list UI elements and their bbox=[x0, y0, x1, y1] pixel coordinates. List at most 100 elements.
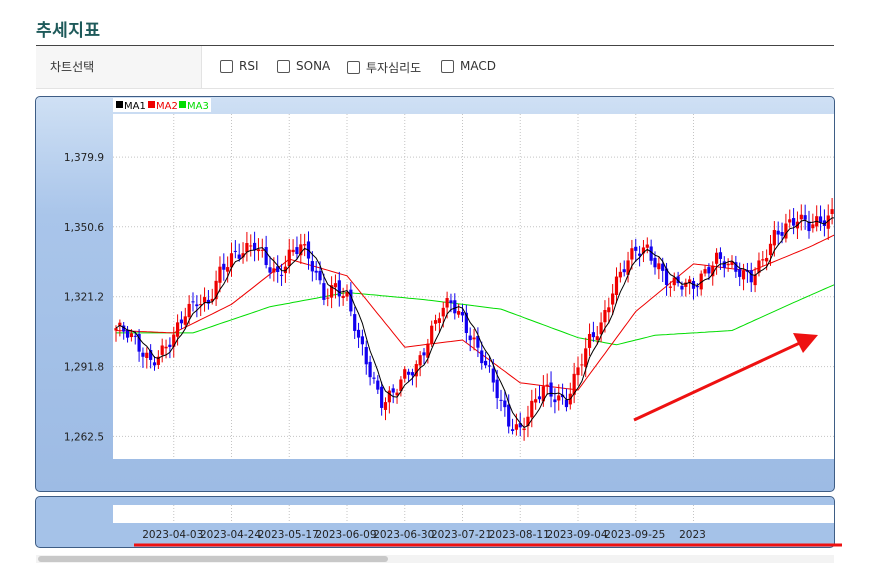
ma3-line bbox=[116, 284, 834, 346]
candle-body bbox=[433, 320, 438, 324]
candle-body bbox=[133, 335, 137, 337]
y-tick-label: 1,321.2 bbox=[64, 292, 104, 304]
candle-body bbox=[368, 361, 372, 378]
candle-body bbox=[711, 265, 715, 277]
candle-body bbox=[661, 263, 665, 271]
candle-body bbox=[391, 388, 395, 393]
candle-body bbox=[295, 247, 299, 255]
x-tick-label: 2023-05-17 bbox=[258, 529, 319, 541]
candle-body bbox=[283, 266, 287, 274]
candle-body bbox=[291, 249, 295, 253]
chart-selector-label: 차트선택 bbox=[36, 46, 202, 88]
candle-body bbox=[168, 344, 172, 347]
candle-body bbox=[122, 325, 126, 332]
candle-body bbox=[349, 289, 353, 312]
candle-body bbox=[453, 300, 457, 314]
candle-body bbox=[152, 362, 157, 366]
macd-option[interactable]: MACD bbox=[441, 59, 496, 73]
navigator-chart[interactable] bbox=[36, 497, 835, 548]
candle-body bbox=[765, 257, 769, 262]
trend-arrow-annotation bbox=[633, 333, 818, 422]
candle-body bbox=[164, 346, 168, 349]
candle-body bbox=[199, 304, 203, 306]
candle-body bbox=[641, 247, 646, 254]
candle-body bbox=[372, 377, 376, 379]
candle-body bbox=[830, 209, 834, 215]
candle-body bbox=[487, 365, 492, 367]
candle-body bbox=[757, 260, 761, 273]
price-chart[interactable]: 1,379.9 1,350.6 1,321.2 1,291.8 1,262.5 MA1 … bbox=[36, 97, 835, 492]
ma1-line bbox=[115, 217, 834, 429]
legend-label-ma1: MA1 bbox=[124, 101, 146, 112]
rsi-option[interactable]: RSI bbox=[220, 59, 259, 73]
candle-body bbox=[353, 314, 357, 331]
sona-checkbox[interactable] bbox=[277, 59, 290, 73]
y-tick-label: 1,379.9 bbox=[64, 152, 104, 164]
rsi-label: RSI bbox=[239, 59, 259, 73]
chart-selector-row: 차트선택 RSI SONA 투자심리도 MACD bbox=[36, 45, 834, 89]
rsi-checkbox[interactable] bbox=[220, 59, 233, 73]
candle-body bbox=[202, 297, 207, 303]
candle-body bbox=[156, 356, 160, 365]
candle-body bbox=[518, 423, 522, 428]
candle-body bbox=[495, 379, 499, 399]
candle-body bbox=[664, 268, 669, 286]
candle-body bbox=[330, 285, 334, 298]
candle-body bbox=[649, 246, 653, 261]
navigator-panel[interactable] bbox=[35, 496, 835, 548]
candle-body bbox=[749, 270, 753, 283]
candle-body bbox=[326, 297, 330, 299]
candle-body bbox=[403, 369, 407, 379]
legend-swatch-ma1 bbox=[116, 101, 123, 108]
legend-swatch-ma3 bbox=[179, 101, 186, 108]
horizontal-scrollbar[interactable] bbox=[36, 555, 834, 563]
candle-body bbox=[256, 249, 261, 252]
candle-body bbox=[738, 269, 742, 277]
candle-body bbox=[591, 332, 595, 338]
ma2-line bbox=[115, 234, 834, 391]
y-tick-label: 1,350.6 bbox=[64, 222, 104, 234]
candle-body bbox=[272, 268, 276, 273]
candle-body bbox=[545, 384, 549, 387]
investor-sentiment-checkbox[interactable] bbox=[347, 61, 360, 74]
candle-body bbox=[356, 329, 361, 338]
candle-body bbox=[549, 382, 553, 397]
candle-body bbox=[534, 399, 538, 403]
candle-body bbox=[310, 261, 314, 272]
scrollbar-thumb[interactable] bbox=[38, 556, 388, 562]
y-tick-label: 1,291.8 bbox=[64, 362, 104, 374]
candle-body bbox=[341, 295, 345, 298]
candle-body bbox=[480, 350, 484, 364]
candle-body bbox=[222, 263, 226, 270]
sona-option[interactable]: SONA bbox=[277, 59, 330, 73]
candle-body bbox=[653, 257, 657, 268]
candle-body bbox=[792, 218, 796, 226]
sona-label: SONA bbox=[296, 59, 331, 73]
candle-body bbox=[491, 368, 495, 383]
legend-swatch-ma2 bbox=[148, 101, 155, 108]
macd-label: MACD bbox=[460, 59, 496, 73]
candle-body bbox=[672, 277, 676, 286]
candle-body bbox=[137, 334, 141, 352]
candle-body bbox=[206, 299, 210, 304]
candle-body bbox=[141, 352, 145, 357]
candle-body bbox=[510, 429, 515, 431]
candle-body bbox=[626, 260, 630, 275]
price-chart-panel[interactable]: 1,379.9 1,350.6 1,321.2 1,291.8 1,262.5 MA1 … bbox=[35, 96, 835, 492]
candle-body bbox=[114, 328, 118, 331]
macd-checkbox[interactable] bbox=[441, 59, 454, 73]
investor-sentiment-option[interactable]: 투자심리도 bbox=[347, 59, 421, 76]
candle-body bbox=[688, 279, 692, 284]
candle-body bbox=[564, 399, 569, 408]
candle-body bbox=[437, 318, 441, 323]
investor-sentiment-label: 투자심리도 bbox=[366, 61, 422, 75]
x-tick-label: 2023-07-21 bbox=[431, 529, 492, 541]
candle-body bbox=[422, 352, 426, 356]
candle-body bbox=[803, 215, 807, 220]
candle-body bbox=[645, 244, 649, 248]
candle-body bbox=[233, 250, 237, 252]
candle-body bbox=[183, 316, 187, 325]
candle-body bbox=[630, 248, 634, 260]
candle-body bbox=[607, 307, 611, 313]
candle-body bbox=[657, 263, 661, 270]
